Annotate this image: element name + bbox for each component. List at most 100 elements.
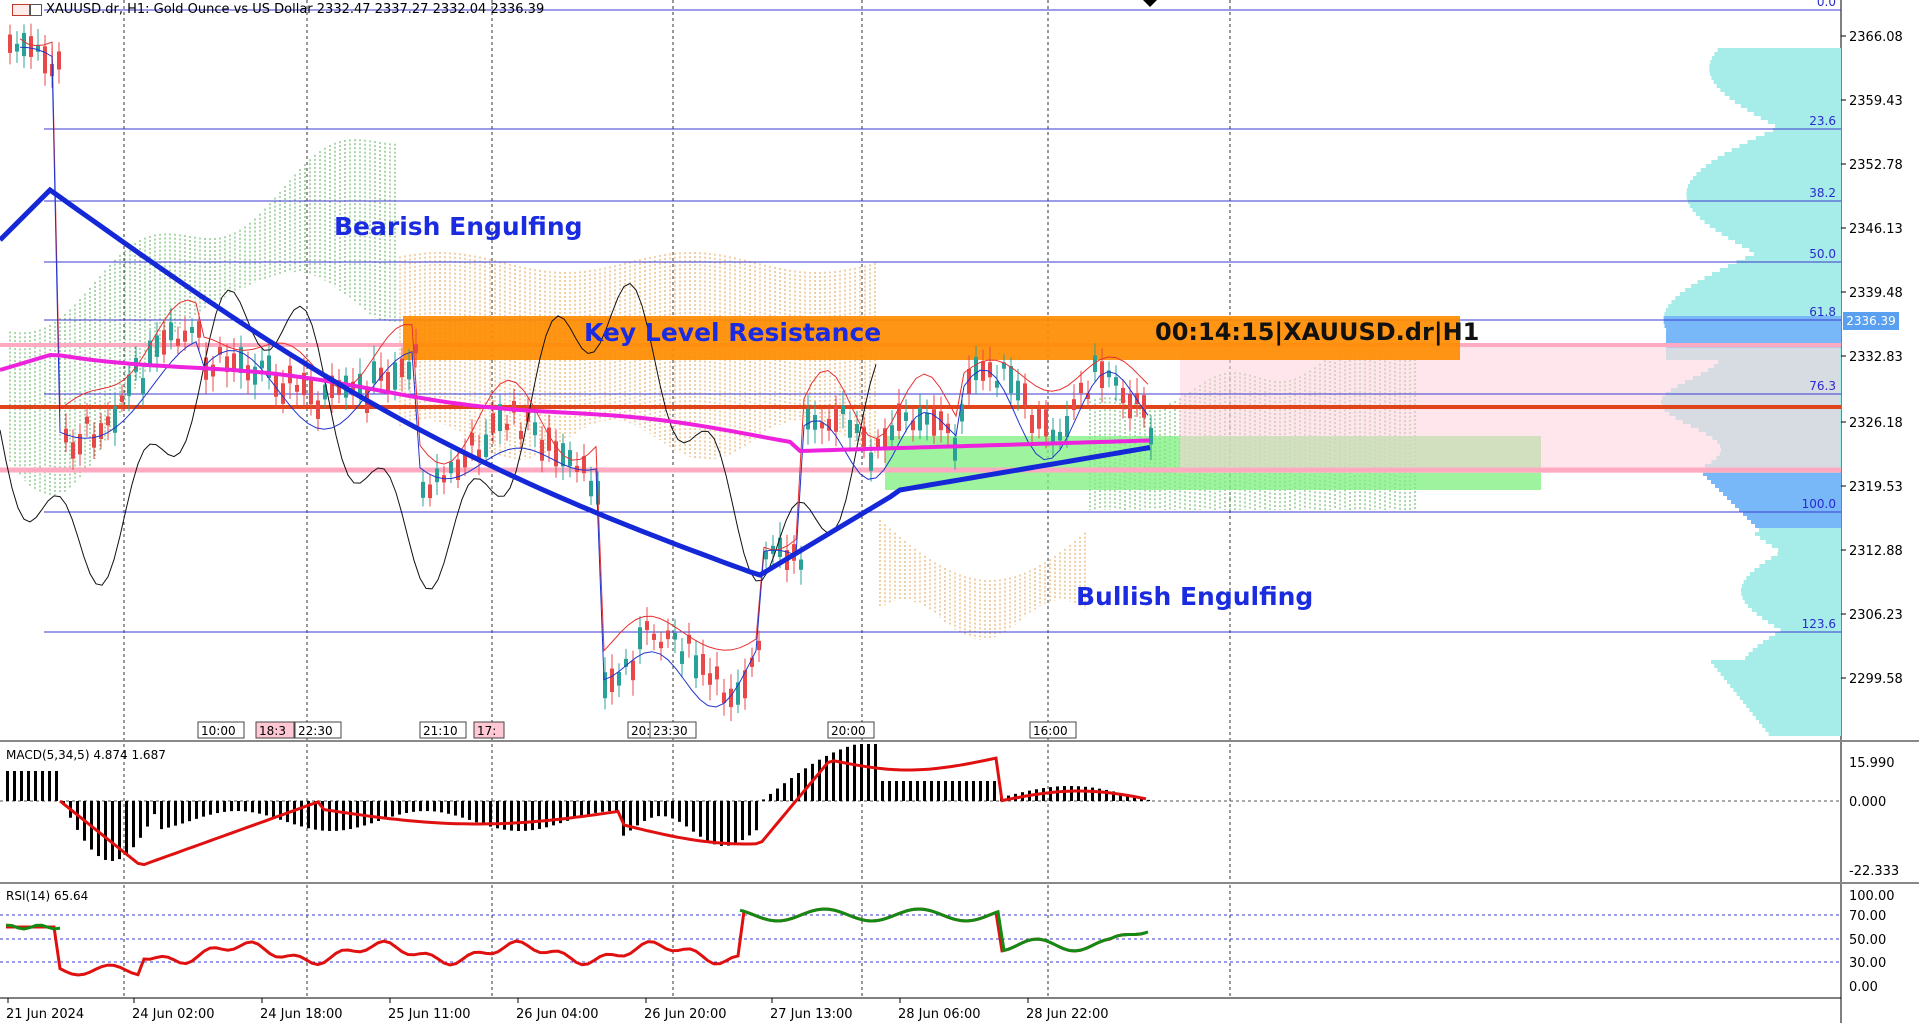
macd-bar (447, 801, 450, 814)
candle-body (281, 383, 285, 404)
macd-bar (349, 801, 352, 830)
session-box (197, 721, 245, 739)
chart-menu-icon[interactable] (30, 4, 42, 16)
macd-bar (545, 801, 548, 828)
macd-bar (139, 801, 142, 838)
candle-body (463, 451, 467, 468)
macd-bar (482, 801, 485, 825)
volume-bar (1739, 508, 1841, 512)
price-label: 2312.88 (1849, 544, 1903, 559)
volume-bar (1777, 552, 1841, 556)
macd-bar (629, 801, 632, 831)
candle-body (533, 422, 537, 436)
volume-bar (1753, 252, 1841, 256)
candle-body (981, 361, 985, 381)
macd-chart[interactable]: 15.990 0.000 -22.333 (0, 741, 1919, 885)
volume-bar (1692, 208, 1841, 212)
volume-bar (1742, 596, 1841, 600)
rsi-pane[interactable]: 100.00 70.00 50.00 30.00 0.00 21 Jun 2024 24 … (0, 885, 1919, 1023)
time-label: 25 Jun 11:00 (388, 1007, 471, 1022)
candle-body (1107, 370, 1111, 378)
session-box (1029, 721, 1077, 739)
candle-body (708, 673, 712, 685)
time-label: 26 Jun 04:00 (516, 1007, 599, 1022)
volume-bar (1739, 696, 1841, 700)
bar-timer-label: 00:14:15|XAUUSD.dr|H1 (1155, 318, 1480, 346)
macd-bar (1133, 796, 1136, 801)
candle-body (974, 356, 978, 381)
candle-body (169, 322, 173, 341)
candle-body (638, 627, 642, 650)
candle-body (155, 335, 159, 357)
volume-bar (1751, 608, 1841, 612)
candle-body (925, 412, 929, 425)
volume-bar (1686, 188, 1841, 192)
macd-bar (860, 743, 863, 801)
slow-moving-average (0, 352, 1151, 454)
candle-body (526, 408, 530, 422)
volume-bar (1747, 604, 1841, 608)
volume-bar (1666, 328, 1841, 332)
volume-bar (1663, 320, 1841, 324)
session-label: 10:00 (201, 724, 236, 738)
main-chart-pane[interactable]: 2366.08 2359.43 2352.78 2346.13 2339.48 2332.… (0, 0, 1919, 744)
rsi-chart[interactable]: 100.00 70.00 50.00 30.00 0.00 21 Jun 2024 24 … (0, 885, 1919, 1023)
volume-bar (1748, 652, 1841, 656)
volume-bar (1675, 296, 1841, 300)
volume-bar (1749, 248, 1841, 252)
volume-bar (1724, 92, 1841, 96)
macd-bar (496, 801, 499, 829)
price-label: 2306.23 (1849, 608, 1903, 623)
macd-bar (1049, 787, 1052, 801)
candle-body (1023, 383, 1027, 407)
time-label: 27 Jun 13:00 (770, 1007, 853, 1022)
macd-bar (454, 801, 457, 816)
volume-bar (1746, 576, 1841, 580)
macd-bar (48, 771, 51, 801)
volume-bar (1720, 88, 1841, 92)
macd-bar (622, 801, 625, 836)
macd-bar (944, 781, 947, 801)
volume-bar (1730, 684, 1841, 688)
candle-body (1058, 431, 1062, 441)
price-chart[interactable]: 2366.08 2359.43 2352.78 2346.13 2339.48 2332.… (0, 0, 1919, 744)
candle-body (694, 655, 698, 679)
volume-bar (1752, 712, 1841, 716)
symbol-header: XAUUSD.dr, H1: Gold Ounce vs US Dollar 2… (46, 2, 545, 17)
macd-bar (195, 801, 198, 819)
macd-bar (734, 801, 737, 844)
volume-bar (1711, 660, 1841, 664)
candle-body (183, 330, 187, 342)
macd-pane[interactable]: 15.990 0.000 -22.333 MACD(5,34,5) 4.874 1.… (0, 741, 1919, 885)
macd-bar (755, 801, 758, 831)
fib-label: 0.0 (1817, 0, 1836, 9)
macd-bar (307, 801, 310, 829)
volume-bar (1771, 544, 1841, 548)
macd-bar (223, 801, 226, 812)
candle-body (29, 36, 33, 57)
bullish-engulfing-label: Bullish Engulfing (1076, 582, 1314, 611)
volume-bar (1768, 636, 1841, 640)
macd-bar (412, 801, 415, 812)
volume-bar (1711, 160, 1841, 164)
volume-bar (1719, 268, 1841, 272)
macd-bar (783, 783, 786, 801)
volume-bar (1743, 512, 1841, 516)
candle-body (386, 372, 390, 394)
macd-bar (188, 801, 191, 822)
macd-bar (867, 741, 870, 801)
volume-bar (1740, 104, 1841, 108)
macd-bar (979, 781, 982, 801)
candle-body (1065, 416, 1069, 437)
candle-body (855, 424, 859, 433)
macd-bar (104, 801, 107, 860)
macd-bar (804, 768, 807, 801)
candle-body (323, 384, 327, 400)
candle-body (995, 380, 999, 388)
volume-bar (1709, 224, 1841, 228)
macd-bar (209, 801, 212, 815)
volume-bar (1751, 520, 1841, 524)
chart-type-icon[interactable] (12, 4, 30, 16)
candle-body (1037, 409, 1041, 429)
candle-body (764, 551, 768, 560)
